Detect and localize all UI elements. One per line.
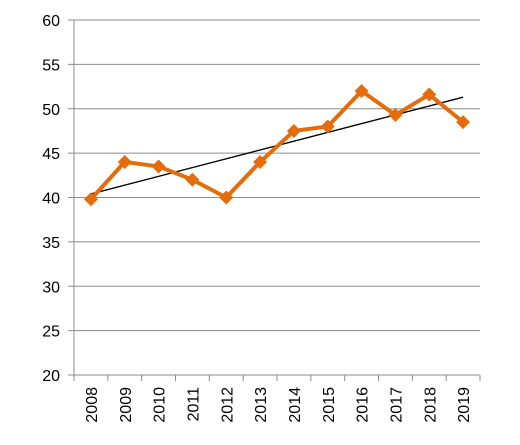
y-tick-label: 25 bbox=[42, 324, 60, 341]
x-tick-label-2013: 2013 bbox=[253, 387, 270, 423]
data-point-2019 bbox=[456, 115, 471, 130]
data-point-2014 bbox=[286, 123, 301, 138]
y-tick-label: 30 bbox=[42, 279, 60, 296]
grid-layer bbox=[68, 19, 480, 376]
data-point-2015 bbox=[320, 119, 335, 134]
y-tick-label: 35 bbox=[42, 235, 60, 252]
series-layer bbox=[83, 84, 471, 207]
data-point-2017 bbox=[388, 107, 403, 122]
y-tick-label: 55 bbox=[42, 57, 60, 74]
x-tick-label-2012: 2012 bbox=[219, 387, 236, 423]
x-tick-label-2008: 2008 bbox=[84, 387, 101, 423]
data-point-2018 bbox=[422, 87, 437, 102]
data-point-2016 bbox=[354, 84, 369, 98]
x-tick-label-2019: 2019 bbox=[456, 387, 473, 423]
data-point-2009 bbox=[117, 155, 132, 169]
y-tick-label: 40 bbox=[42, 191, 60, 208]
x-tick-label-2018: 2018 bbox=[422, 387, 439, 423]
data-point-2012 bbox=[219, 190, 234, 205]
x-tick-label-2015: 2015 bbox=[321, 387, 338, 423]
data-point-2010 bbox=[151, 159, 166, 174]
x-tick-label-2017: 2017 bbox=[388, 387, 405, 423]
y-tick-label: 50 bbox=[42, 102, 60, 119]
x-tick-label-2009: 2009 bbox=[118, 387, 135, 423]
x-tick-label-2011: 2011 bbox=[185, 387, 202, 422]
x-tick-label-2014: 2014 bbox=[287, 387, 304, 423]
series-line-0 bbox=[88, 89, 466, 202]
data-point-2013 bbox=[253, 155, 268, 169]
axis-layer bbox=[73, 20, 481, 381]
data-point-2008 bbox=[83, 192, 98, 207]
y-tick-label: 20 bbox=[42, 368, 60, 385]
y-tick-label: 45 bbox=[42, 146, 60, 163]
x-tick-label-2016: 2016 bbox=[355, 387, 372, 423]
y-tick-label: 60 bbox=[42, 13, 60, 30]
data-point-2011 bbox=[185, 172, 200, 187]
x-tick-label-2010: 2010 bbox=[152, 387, 169, 423]
label-layer: 20 25 30 35 40 45 50 55 60 2008 2009 2010 2011 2012 20… bbox=[42, 13, 473, 423]
